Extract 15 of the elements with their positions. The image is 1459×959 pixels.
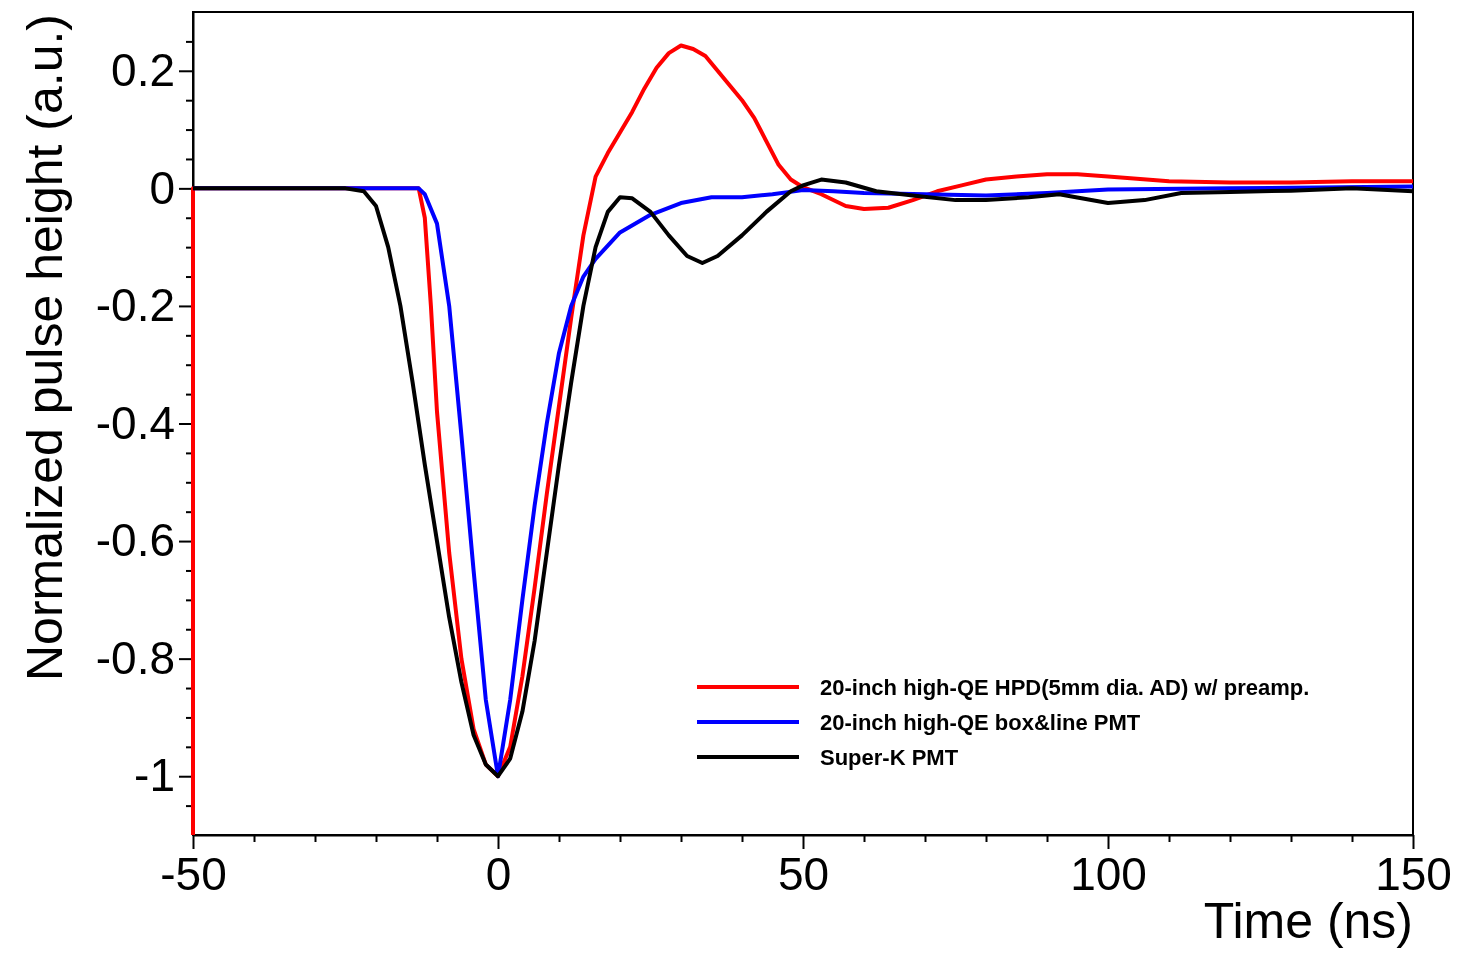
y-tick-label: 0.2: [111, 44, 175, 97]
y-tick-label: -0.6: [95, 514, 175, 567]
y-tick-label: -1: [134, 749, 175, 802]
y-tick-label: -0.8: [95, 631, 175, 684]
y-tick-label: 0: [149, 161, 175, 214]
x-tick-label: 100: [1070, 847, 1147, 900]
y-tick-label: -0.4: [95, 396, 175, 449]
x-tick-label: -50: [160, 847, 227, 900]
x-tick-label: 50: [777, 847, 830, 900]
y-axis-title: Normalized pulse height (a.u.): [17, 14, 73, 681]
legend-label: 20-inch high-QE box&line PMT: [820, 710, 1141, 735]
legend-label: Super-K PMT: [820, 745, 959, 770]
legend-label: 20-inch high-QE HPD(5mm dia. AD) w/ preamp.: [820, 675, 1310, 700]
x-tick-label: 0: [485, 847, 512, 900]
y-tick-label: -0.2: [95, 279, 175, 332]
